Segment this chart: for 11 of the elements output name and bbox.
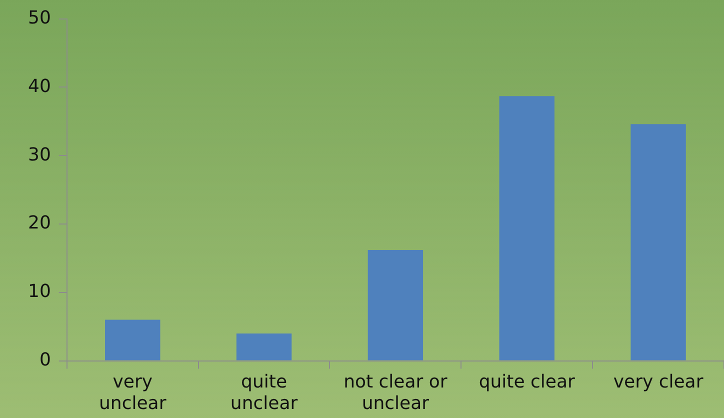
- y-tick-label: 20: [28, 212, 51, 234]
- y-tick-label: 0: [39, 349, 51, 370]
- x-tick-label: quite unclear: [230, 371, 298, 414]
- x-tick-label: very clear: [613, 371, 704, 392]
- x-tick-label: quite clear: [478, 371, 576, 392]
- y-tick-label: 10: [28, 281, 51, 302]
- y-tick-label: 40: [28, 76, 51, 97]
- y-tick-label: 30: [28, 144, 51, 166]
- x-tick-label: not clear or unclear: [344, 371, 448, 414]
- x-tick-label: very unclear: [99, 371, 167, 414]
- y-tick-label: 50: [28, 7, 51, 28]
